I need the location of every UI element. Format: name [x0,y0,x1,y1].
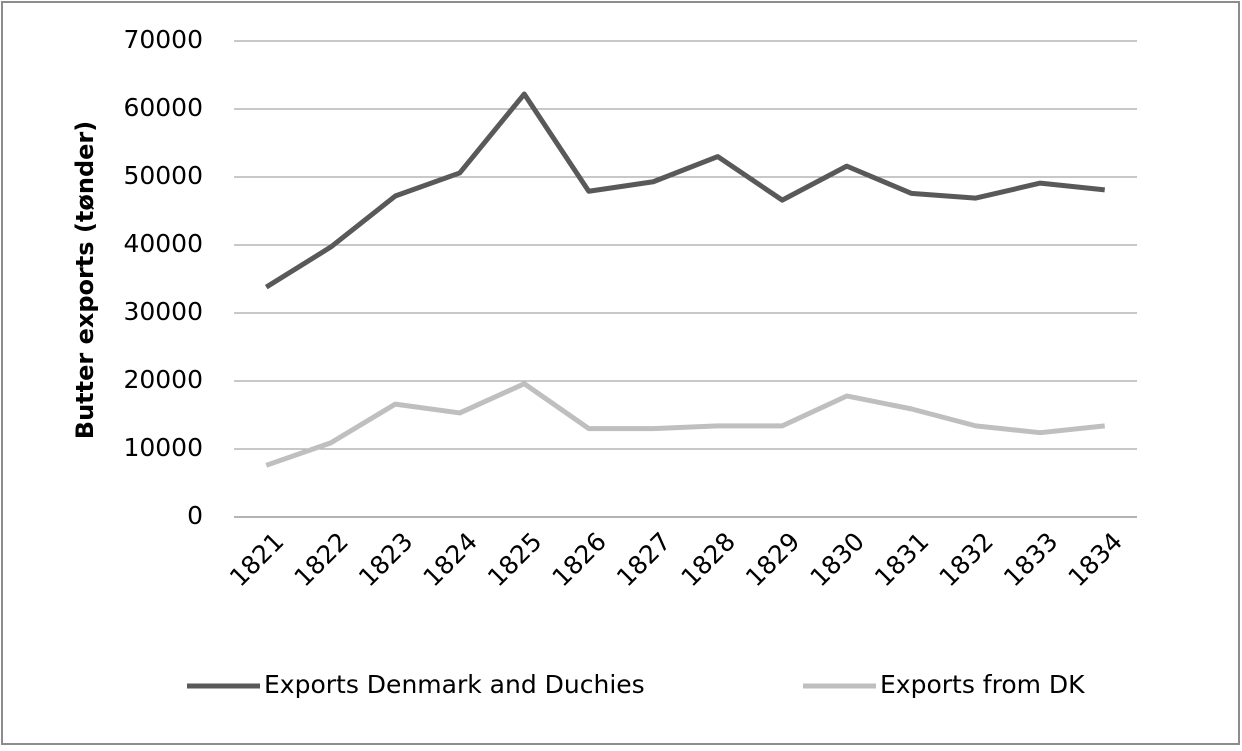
y-tick-label: 30000 [123,297,203,326]
series-line [264,91,1106,290]
y-tick-label: 10000 [123,433,203,462]
y-tick-label: 50000 [123,161,203,190]
y-tick-label: 70000 [123,25,203,54]
y-axis-title: Butter exports (tønder) [71,121,99,439]
y-tick-label: 0 [187,501,203,530]
y-tick-label: 20000 [123,365,203,394]
legend-label: Exports Denmark and Duchies [264,670,645,699]
series-line [265,381,1106,468]
y-tick-label: 40000 [123,229,203,258]
legend-label: Exports from DK [880,670,1085,699]
y-tick-label: 60000 [123,93,203,122]
